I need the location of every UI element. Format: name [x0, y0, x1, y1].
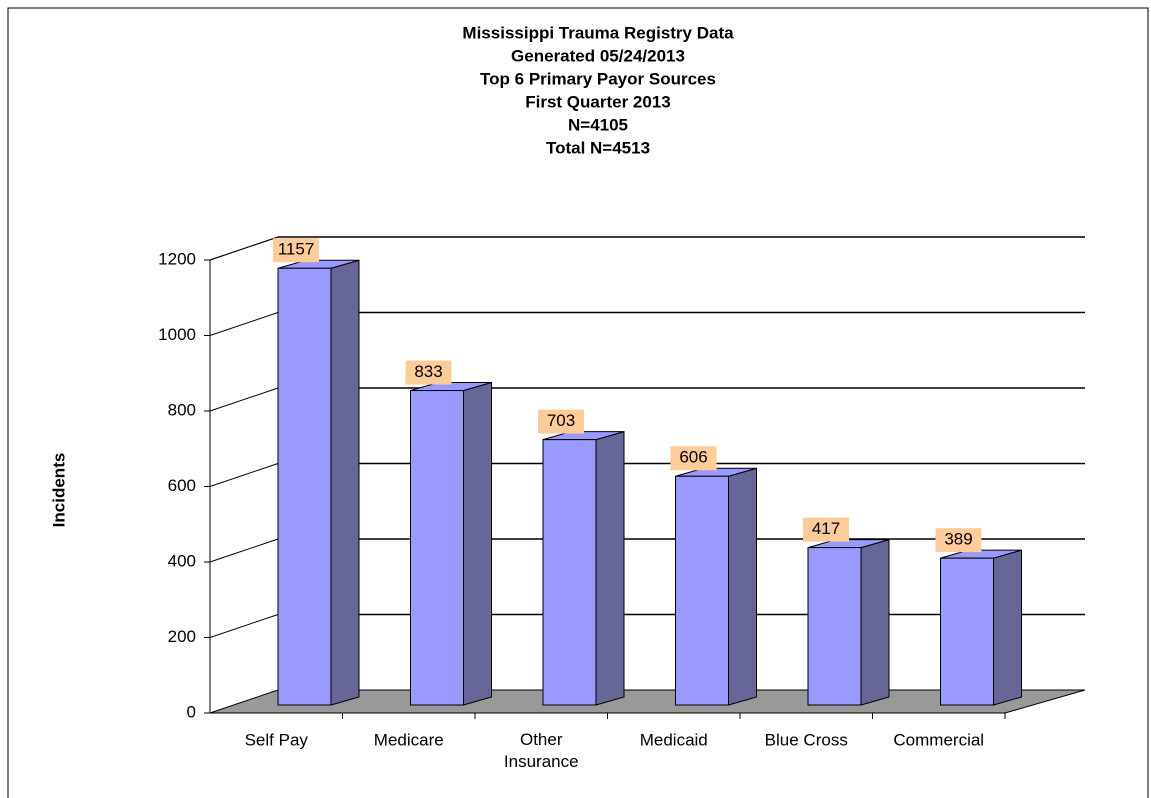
- y-tick-label: 1200: [158, 249, 196, 268]
- bar-front: [675, 475, 729, 706]
- bar-side: [595, 430, 625, 706]
- bar-front: [542, 439, 597, 706]
- x-tick-label-line: Insurance: [504, 752, 579, 771]
- chart-title: Generated 05/24/2013: [511, 46, 685, 65]
- value-label-box: [273, 238, 319, 263]
- grid-line: [209, 387, 279, 412]
- bar-side: [860, 538, 890, 706]
- grid-line: [209, 538, 279, 563]
- bar-front: [277, 267, 332, 706]
- value-label-box: [405, 360, 452, 385]
- y-axis-label: Incidents: [49, 453, 68, 528]
- y-tick-label: 800: [168, 400, 196, 419]
- x-tick-label: Commercial: [893, 730, 984, 749]
- x-tick-label-line: Other: [520, 730, 563, 749]
- x-tick-label: Medicaid: [640, 730, 708, 749]
- grid-line: [209, 614, 279, 638]
- bar: [542, 430, 625, 706]
- y-tick-label: 400: [168, 551, 196, 570]
- frame: [7, 7, 1149, 798]
- value-label-box: [538, 409, 584, 434]
- value-label: 417: [812, 519, 840, 538]
- x-tick-label: Medicare: [374, 730, 444, 749]
- chart-title: First Quarter 2013: [525, 92, 671, 111]
- bar: [940, 549, 1022, 706]
- y-tick-label: 0: [187, 702, 196, 721]
- bar-side: [728, 467, 757, 706]
- value-label: 389: [944, 530, 972, 549]
- grid-line: [209, 236, 279, 261]
- value-label-box: [670, 446, 717, 471]
- grid-line: [209, 463, 279, 487]
- value-label-box: [935, 528, 982, 553]
- x-tick-label: Blue Cross: [765, 730, 848, 749]
- y-tick-label: 1000: [158, 325, 196, 344]
- x-tick-label: Other Insurance: [504, 730, 579, 771]
- bar-front: [807, 547, 862, 706]
- value-label: 606: [679, 448, 707, 467]
- bar-side: [993, 549, 1022, 706]
- value-label: 1157: [278, 240, 315, 259]
- bar-front: [940, 557, 994, 706]
- bar: [807, 538, 890, 706]
- bar-side: [463, 381, 492, 706]
- bar-front: [410, 390, 464, 706]
- value-label: 833: [414, 362, 442, 381]
- grid-line: [209, 312, 279, 336]
- chart-title: Mississippi Trauma Registry Data: [462, 23, 734, 42]
- value-label: 703: [547, 411, 575, 430]
- bar: [675, 467, 757, 706]
- chart-title: Total N=4513: [546, 138, 650, 157]
- bar-side: [330, 259, 360, 706]
- y-tick-label: 200: [168, 627, 196, 646]
- chart-title: N=4105: [568, 115, 628, 134]
- bar: [410, 381, 492, 706]
- bar: [277, 259, 360, 706]
- y-tick-label: 600: [168, 476, 196, 495]
- value-label-box: [803, 517, 849, 542]
- x-tick-label: Self Pay: [245, 730, 309, 749]
- chart-title: Top 6 Primary Payor Sources: [480, 69, 716, 88]
